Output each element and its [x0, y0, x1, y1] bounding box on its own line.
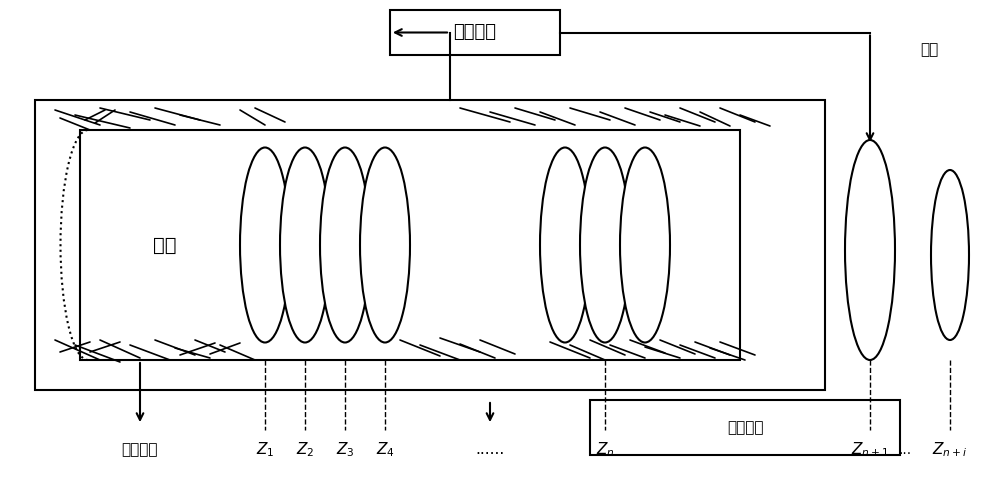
Text: $Z_3$: $Z_3$ [336, 441, 354, 459]
Text: $Z_n$: $Z_n$ [596, 441, 614, 459]
Text: $Z_1$: $Z_1$ [256, 441, 274, 459]
Text: 隧道: 隧道 [153, 236, 177, 254]
Text: 训练模型: 训练模型 [454, 24, 496, 41]
Text: 预测: 预测 [920, 42, 938, 57]
Bar [35, 100, 825, 390]
Text: ......: ...... [475, 442, 505, 457]
Bar [80, 130, 740, 360]
Text: 岩体裂隙: 岩体裂隙 [122, 442, 158, 457]
Ellipse shape [580, 147, 630, 343]
Text: 数据扩充: 数据扩充 [727, 420, 763, 435]
Bar [590, 400, 900, 455]
Text: ...: ... [898, 443, 912, 457]
Ellipse shape [360, 147, 410, 343]
Ellipse shape [240, 147, 290, 343]
Text: $Z_{n+i}$: $Z_{n+i}$ [932, 441, 968, 459]
Ellipse shape [620, 147, 670, 343]
Text: $Z_{n+1}$: $Z_{n+1}$ [851, 441, 889, 459]
Ellipse shape [280, 147, 330, 343]
Ellipse shape [320, 147, 370, 343]
Ellipse shape [931, 170, 969, 340]
Text: $Z_2$: $Z_2$ [296, 441, 314, 459]
Bar [390, 10, 560, 55]
Ellipse shape [540, 147, 590, 343]
Ellipse shape [845, 140, 895, 360]
Text: $Z_4$: $Z_4$ [376, 441, 394, 459]
